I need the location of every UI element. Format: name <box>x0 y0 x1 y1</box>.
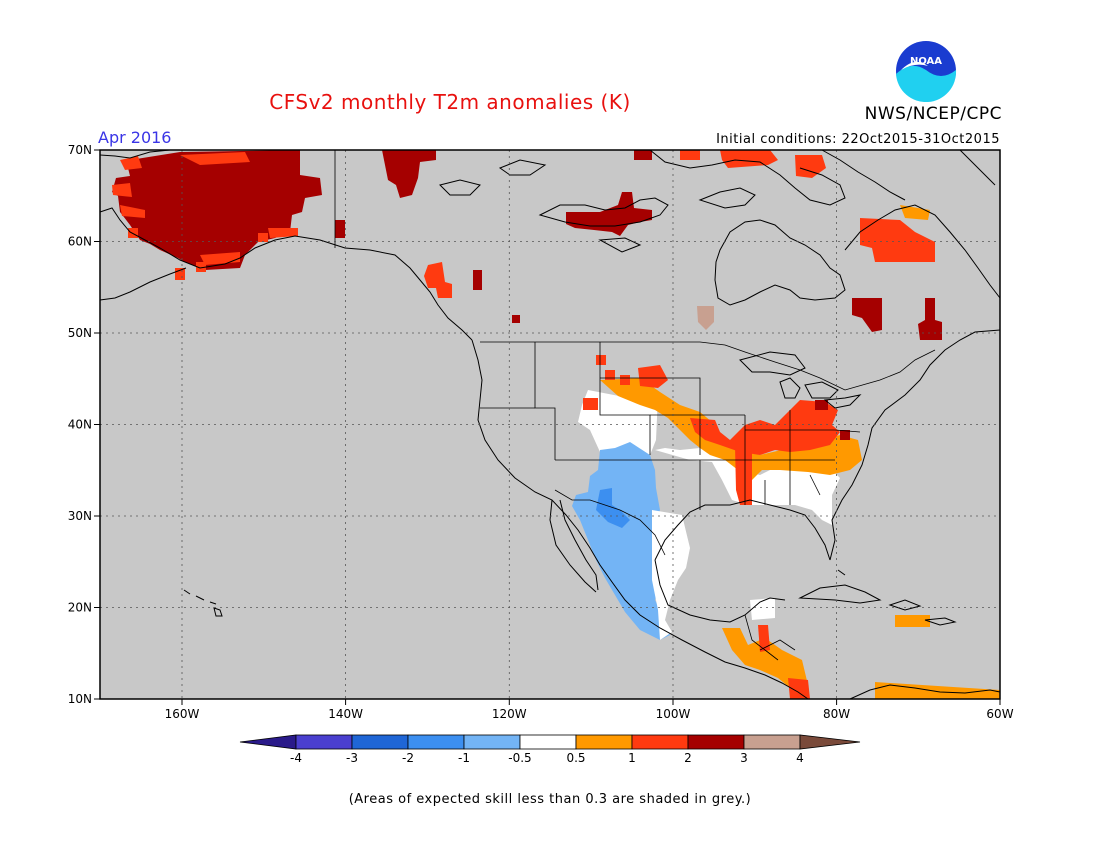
idaho-spot <box>596 355 606 365</box>
legend-color-box <box>519 734 577 750</box>
legend-color-box <box>631 734 689 750</box>
quebec-anomaly <box>852 298 882 332</box>
legend-label: -1 <box>458 751 470 765</box>
arctic-spot-2 <box>680 150 700 160</box>
baffin-anomaly <box>720 150 778 168</box>
legend-label: -2 <box>402 751 414 765</box>
lat-label: 60N <box>68 235 92 249</box>
lon-label: 100W <box>656 707 691 721</box>
initial-conditions: Initial conditions: 22Oct2015-31Oct2015 <box>716 132 1000 147</box>
alaska-anomaly <box>112 150 322 280</box>
political-borders <box>334 150 936 661</box>
wyoming-spot <box>620 375 630 385</box>
plains-warm-anomaly <box>600 378 862 495</box>
ohio-valley-anomaly <box>690 400 840 455</box>
legend-color-box <box>351 734 409 750</box>
lat-label: 20N <box>68 601 92 615</box>
legend-color-box <box>687 734 745 750</box>
utah-spot <box>583 398 598 410</box>
mexico-neutral <box>652 510 690 640</box>
legend-arrow-high <box>799 734 861 750</box>
montana-spot <box>605 370 615 380</box>
organization-label: NWS/NCEP/CPC <box>864 104 1002 124</box>
legend-labels: -4 -3 -2 -1 -0.5 0.5 1 2 3 4 <box>290 751 804 765</box>
alberta-spot <box>512 315 520 323</box>
panama-anomaly <box>788 678 810 699</box>
legend-label: 4 <box>796 751 804 765</box>
arctic-spot <box>634 150 652 160</box>
legend-label: 2 <box>684 751 692 765</box>
logo-text: NOAA <box>910 56 942 67</box>
coastlines <box>99 149 1001 700</box>
valid-month: Apr 2016 <box>98 128 172 147</box>
yucatan-neutral <box>750 598 775 620</box>
longitude-labels: 160W 140W 120W 100W 80W 60W <box>165 707 1014 721</box>
axis-ticks <box>94 149 1001 705</box>
legend-label: 1 <box>628 751 636 765</box>
bc-coast-anomaly <box>424 262 452 298</box>
legend-label: 0.5 <box>566 751 585 765</box>
lat-label: 10N <box>68 692 92 706</box>
noaa-logo: NOAA <box>895 40 957 103</box>
virginia-spot <box>840 430 850 440</box>
anomaly-shading <box>112 150 1000 699</box>
caribbean-anomaly <box>895 615 930 627</box>
lon-label: 160W <box>165 707 200 721</box>
baffin-anomaly-2 <box>795 155 826 178</box>
ohio-spot <box>815 400 828 410</box>
lon-label: 140W <box>328 707 363 721</box>
south-america-anomaly <box>875 682 1000 699</box>
legend-label: -0.5 <box>508 751 531 765</box>
central-america-warm <box>722 628 808 692</box>
alberta-anomaly <box>473 270 482 290</box>
guatemala-anomaly <box>758 625 770 652</box>
lon-label: 120W <box>492 707 527 721</box>
latitude-labels: 70N 60N 50N 40N 30N 20N 10N <box>68 143 92 706</box>
legend-label: -3 <box>346 751 358 765</box>
skill-caption: (Areas of expected skill less than 0.3 a… <box>348 792 752 807</box>
map-title: CFSv2 monthly T2m anomalies (K) <box>269 90 631 114</box>
yukon-anomaly <box>335 220 352 238</box>
lat-label: 50N <box>68 326 92 340</box>
nunavut-anomaly <box>566 192 652 236</box>
legend-color-box <box>463 734 521 750</box>
legend-color-box <box>575 734 633 750</box>
labrador-anomaly <box>860 218 935 262</box>
lat-label: 40N <box>68 418 92 432</box>
legend-color-box <box>743 734 801 750</box>
legend-color-box <box>295 734 353 750</box>
legend-color-boxes <box>239 734 861 750</box>
ontario-anomaly <box>697 306 714 330</box>
lon-label: 80W <box>823 707 850 721</box>
lat-label: 70N <box>68 143 92 157</box>
legend-label: 3 <box>740 751 748 765</box>
southwest-cool-anomaly <box>572 442 670 640</box>
gridlines <box>100 150 1000 699</box>
legend-color-box <box>407 734 465 750</box>
legend-arrow-low <box>239 734 297 750</box>
lon-label: 60W <box>986 707 1013 721</box>
dakota-anomaly <box>638 365 668 388</box>
nwt-anomaly <box>382 150 436 198</box>
legend-label: -4 <box>290 751 302 765</box>
newfoundland-anomaly <box>918 298 942 340</box>
lat-label: 30N <box>68 509 92 523</box>
